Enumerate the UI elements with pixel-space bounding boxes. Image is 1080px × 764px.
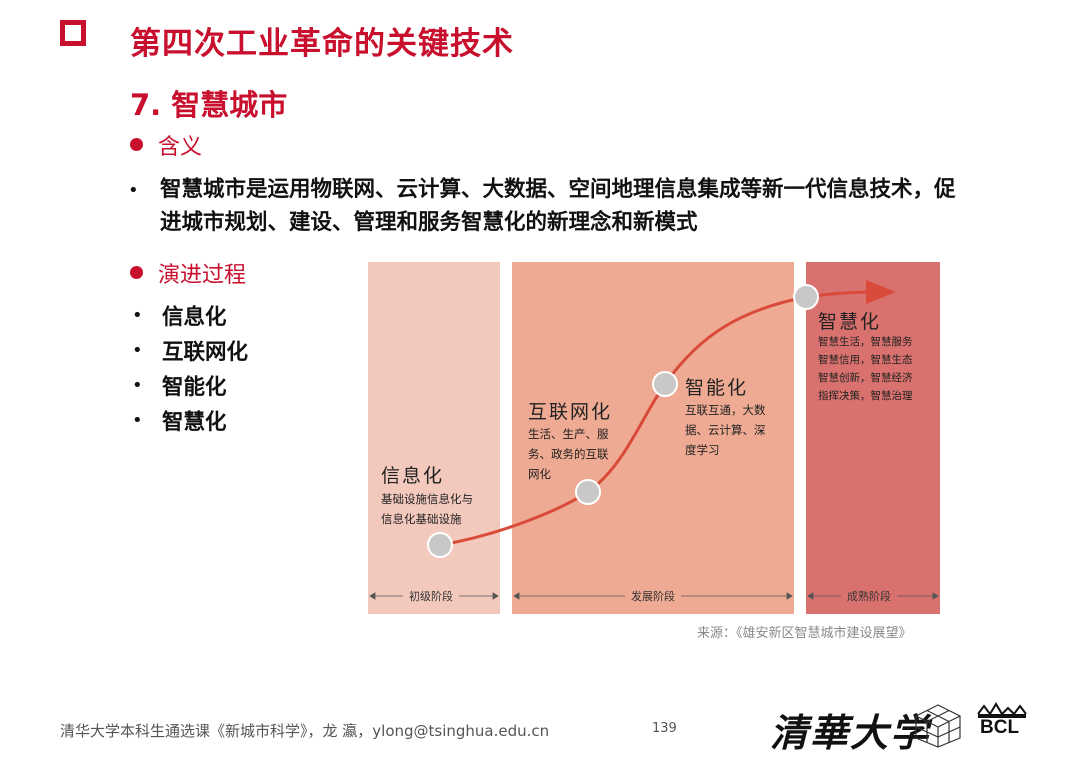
page-number: 139	[652, 721, 677, 736]
stage-point-1	[427, 532, 453, 558]
bullet-icon: •	[132, 305, 143, 326]
stage-point-3	[652, 371, 678, 397]
bullet-icon: •	[132, 340, 143, 361]
bcl-logo-text: BCL	[980, 717, 1020, 738]
phase-label-development: 发展阶段	[625, 588, 681, 604]
title-square-icon	[60, 20, 86, 46]
tsinghua-logo: 清華大学	[770, 710, 931, 755]
phase-label-mature: 成熟阶段	[841, 588, 897, 604]
bullet-icon: •	[132, 375, 143, 396]
evolution-item: 互联网化	[162, 340, 249, 365]
evolution-item: 智慧化	[162, 410, 227, 435]
stage-name-2: 互联网化	[528, 401, 613, 423]
meaning-heading: 含义	[158, 135, 203, 160]
bullet-dot-icon	[130, 138, 143, 151]
evolution-heading: 演进过程	[158, 263, 247, 288]
evolution-item: 智能化	[162, 375, 227, 400]
stage-desc-2: 生活、生产、服 务、政务的互联 网化	[528, 427, 609, 481]
stage-point-4	[793, 284, 819, 310]
source-note: 来源：《雄安新区智慧城市建设展望》	[697, 626, 912, 641]
stage-desc-4: 智慧生活，智慧服务 智慧信用，智慧生态 智慧创新，智慧经济 指挥决策，智慧治理	[818, 336, 913, 402]
stage-point-2	[575, 479, 601, 505]
section-title: 7. 智慧城市	[130, 88, 288, 122]
stage-name-1: 信息化	[381, 465, 445, 487]
footer-course-info: 清华大学本科生通选课《新城市科学》，龙 瀛，ylong@tsinghua.edu…	[60, 722, 550, 740]
bcl-logo-icon	[977, 702, 1027, 718]
phase-label-initial: 初级阶段	[403, 588, 459, 604]
definition-text: 智慧城市是运用物联网、云计算、大数据、空间地理信息集成等新一代信息技术，促进城市…	[160, 177, 956, 235]
bullet-icon: •	[132, 410, 143, 431]
stage-name-3: 智能化	[685, 377, 749, 399]
stage-panel-development	[512, 262, 794, 614]
cube-logo-icon	[915, 704, 961, 748]
bullet-dot-icon	[130, 266, 143, 279]
stage-name-4: 智慧化	[818, 311, 882, 333]
stage-desc-3: 互联互通，大数 据、云计算、深 度学习	[685, 403, 766, 457]
slide-title: 第四次工业革命的关键技术	[130, 26, 514, 62]
bullet-icon: •	[128, 180, 139, 201]
evolution-item: 信息化	[162, 305, 227, 330]
stage-desc-1: 基础设施信息化与 信息化基础设施	[381, 492, 473, 526]
stage-panel-mature	[806, 262, 940, 614]
